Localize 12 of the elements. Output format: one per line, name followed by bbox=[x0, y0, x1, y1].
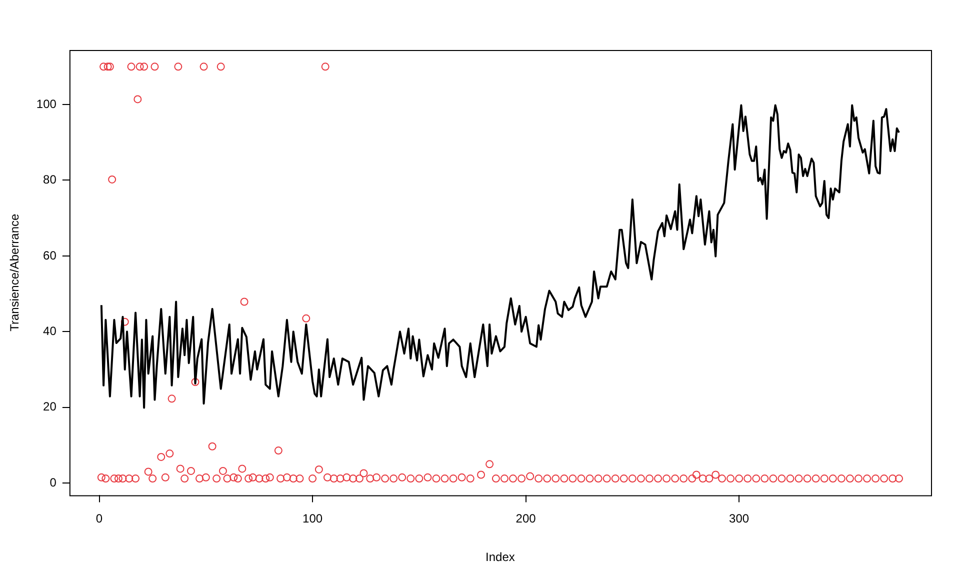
y-tick-label: 40 bbox=[43, 324, 57, 338]
y-tick-label: 80 bbox=[43, 172, 57, 187]
y-tick-label: 20 bbox=[43, 400, 57, 414]
x-tick-label: 100 bbox=[302, 512, 323, 526]
x-tick-label: 300 bbox=[729, 512, 750, 526]
x-tick-label: 200 bbox=[516, 512, 536, 526]
y-tick-label: 60 bbox=[43, 248, 57, 262]
y-tick-label: 0 bbox=[50, 475, 57, 490]
y-axis-title: Transience/Aberrance bbox=[8, 213, 22, 332]
y-tick-label: 100 bbox=[36, 96, 57, 111]
x-tick-label: 0 bbox=[96, 512, 103, 526]
x-axis-title: Index bbox=[486, 550, 515, 564]
